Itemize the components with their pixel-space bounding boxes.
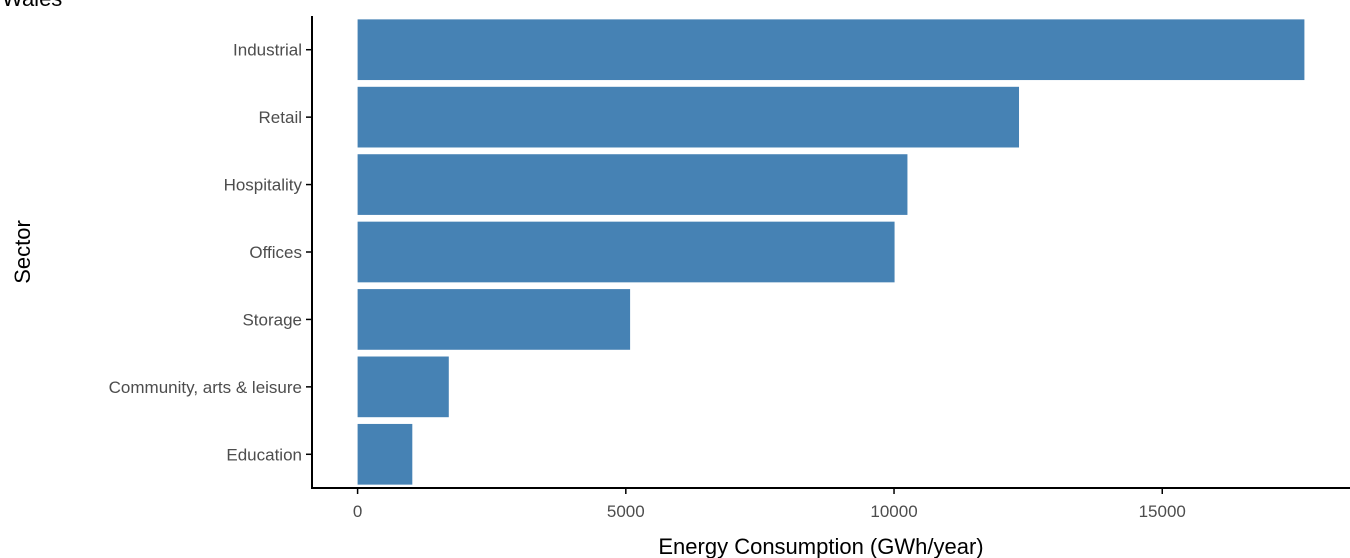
bars-group	[357, 19, 1305, 485]
y-tick-label-hospitality: Hospitality	[224, 176, 303, 195]
x-tick-label-10000: 10000	[870, 502, 917, 521]
bar-community-arts-leisure	[357, 356, 449, 418]
y-tick-label-storage: Storage	[242, 310, 302, 329]
bar-retail	[357, 86, 1020, 148]
y-tick-label-industrial: Industrial	[233, 41, 302, 60]
x-axis-ticks: 0 5000 10000 15000	[353, 488, 1186, 521]
y-axis-title: Sector	[10, 220, 35, 284]
y-tick-label-education: Education	[226, 445, 302, 464]
bar-hospitality	[357, 154, 908, 215]
bar-storage	[357, 289, 631, 350]
x-axis-title: Energy Consumption (GWh/year)	[658, 534, 983, 558]
x-tick-label-0: 0	[353, 502, 362, 521]
x-tick-label-5000: 5000	[607, 502, 645, 521]
y-tick-label-community-arts-leisure: Community, arts & leisure	[109, 378, 302, 397]
y-tick-label-offices: Offices	[249, 243, 302, 262]
x-tick-label-15000: 15000	[1139, 502, 1186, 521]
bar-education	[357, 423, 413, 485]
bar-industrial	[357, 19, 1305, 81]
chart-title: Wales	[2, 0, 62, 11]
y-axis-ticks: Industrial Retail Hospitality Offices Storag…	[109, 41, 312, 464]
bar-offices	[357, 221, 895, 283]
y-tick-label-retail: Retail	[259, 108, 302, 127]
